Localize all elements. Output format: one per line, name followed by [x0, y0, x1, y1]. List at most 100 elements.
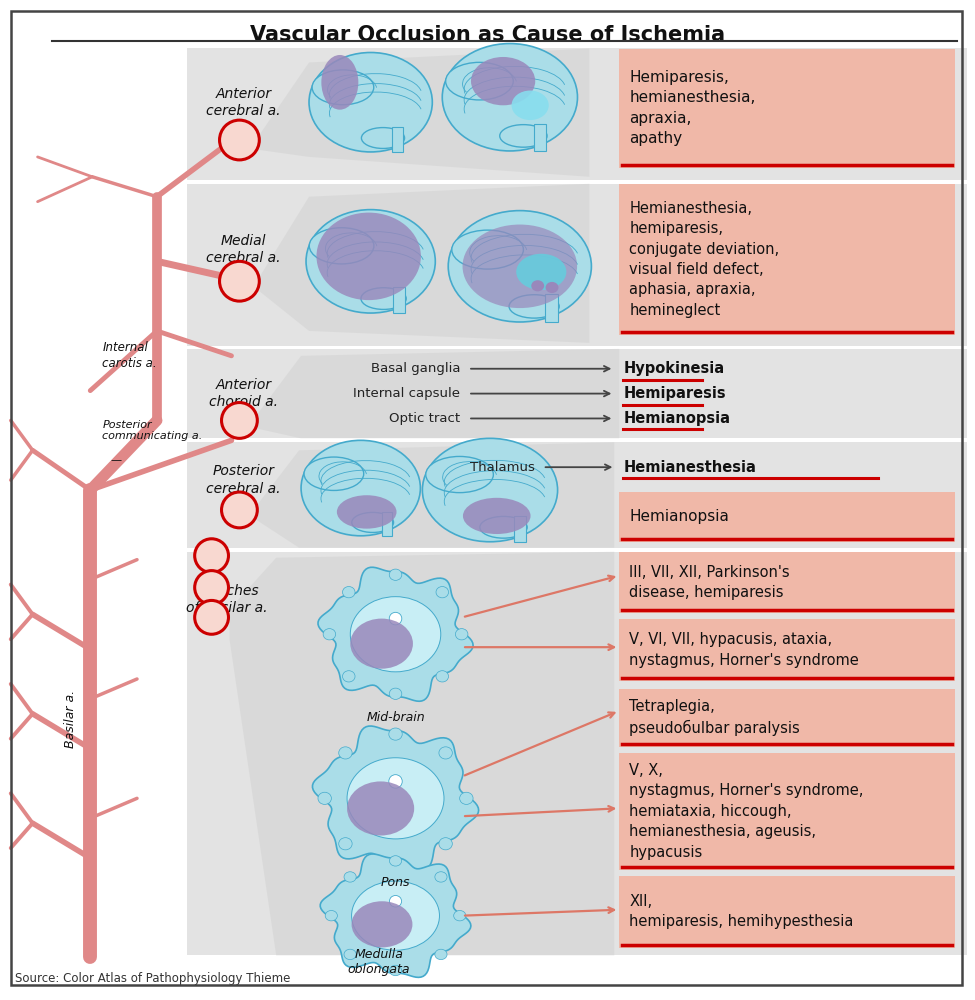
- Ellipse shape: [389, 612, 402, 625]
- Ellipse shape: [512, 91, 549, 120]
- Ellipse shape: [509, 295, 560, 318]
- Bar: [187, 552, 967, 955]
- Polygon shape: [256, 349, 619, 438]
- Text: Hemianesthesia,
hemiparesis,
conjugate deviation,
visual field defect,
aphasia, : Hemianesthesia, hemiparesis, conjugate d…: [629, 201, 779, 318]
- Ellipse shape: [516, 254, 566, 290]
- Circle shape: [195, 539, 228, 573]
- Circle shape: [219, 261, 259, 301]
- Bar: [392, 127, 404, 152]
- FancyBboxPatch shape: [619, 876, 956, 948]
- Ellipse shape: [435, 872, 447, 882]
- Ellipse shape: [500, 125, 547, 147]
- Ellipse shape: [455, 629, 468, 640]
- Ellipse shape: [309, 228, 373, 264]
- Ellipse shape: [451, 230, 524, 269]
- Text: Branches
of basilar a.: Branches of basilar a.: [186, 584, 267, 615]
- Circle shape: [195, 571, 228, 604]
- Text: —: —: [110, 455, 121, 465]
- Text: Thalamus: Thalamus: [470, 461, 534, 474]
- Ellipse shape: [301, 440, 420, 536]
- Text: Anterior
cerebral a.: Anterior cerebral a.: [206, 87, 281, 118]
- Text: Medial
cerebral a.: Medial cerebral a.: [206, 234, 281, 265]
- Text: Vascular Occlusion as Cause of Ischemia: Vascular Occlusion as Cause of Ischemia: [250, 25, 725, 45]
- Text: Internal
carotis a.: Internal carotis a.: [102, 341, 157, 370]
- Ellipse shape: [347, 781, 414, 836]
- Ellipse shape: [443, 44, 577, 151]
- Ellipse shape: [389, 895, 402, 907]
- Ellipse shape: [531, 280, 544, 291]
- Text: Hemianopsia: Hemianopsia: [623, 411, 730, 426]
- Ellipse shape: [462, 225, 577, 308]
- Ellipse shape: [352, 881, 440, 950]
- Text: Hemianopsia: Hemianopsia: [629, 509, 729, 524]
- Ellipse shape: [342, 671, 355, 682]
- Ellipse shape: [347, 758, 444, 839]
- Ellipse shape: [389, 688, 402, 699]
- Ellipse shape: [389, 569, 402, 580]
- Text: Pons: Pons: [381, 876, 410, 889]
- Text: Hemianesthesia: Hemianesthesia: [623, 460, 756, 475]
- Text: Posterior
cerebral a.: Posterior cerebral a.: [206, 464, 281, 496]
- Ellipse shape: [439, 747, 452, 759]
- Ellipse shape: [448, 211, 592, 322]
- FancyBboxPatch shape: [619, 492, 956, 542]
- Bar: [393, 287, 405, 313]
- PathPatch shape: [320, 854, 471, 977]
- Ellipse shape: [312, 70, 373, 105]
- Ellipse shape: [361, 288, 407, 309]
- Text: Basal ganglia: Basal ganglia: [370, 362, 460, 375]
- Text: Optic tract: Optic tract: [389, 412, 460, 425]
- Bar: [187, 442, 967, 548]
- Ellipse shape: [309, 52, 432, 152]
- Ellipse shape: [389, 728, 403, 740]
- Ellipse shape: [389, 775, 403, 788]
- Ellipse shape: [304, 457, 364, 490]
- Circle shape: [221, 492, 257, 528]
- Ellipse shape: [318, 792, 332, 804]
- Ellipse shape: [306, 210, 435, 313]
- Ellipse shape: [422, 438, 558, 542]
- Bar: [545, 294, 558, 322]
- Text: V, X,
nystagmus, Horner's syndrome,
hemiataxia, hiccough,
hemianesthesia, ageusi: V, X, nystagmus, Horner's syndrome, hemi…: [629, 763, 864, 860]
- Text: Mid-brain: Mid-brain: [367, 711, 425, 724]
- Text: Anterior
choroid a.: Anterior choroid a.: [209, 378, 278, 409]
- Text: Hypokinesia: Hypokinesia: [623, 361, 724, 376]
- Bar: [514, 516, 526, 542]
- Text: Medulla
oblongata: Medulla oblongata: [347, 948, 409, 976]
- Text: Hemiparesis: Hemiparesis: [623, 386, 725, 401]
- Text: Tetraplegia,
pseudобulbar paralysis: Tetraplegia, pseudобulbar paralysis: [629, 699, 800, 736]
- PathPatch shape: [313, 726, 479, 871]
- Text: Hemiparesis,
hemianesthesia,
apraxia,
apathy: Hemiparesis, hemianesthesia, apraxia, ap…: [629, 70, 756, 146]
- Circle shape: [195, 600, 228, 634]
- Ellipse shape: [453, 910, 466, 921]
- Ellipse shape: [322, 55, 359, 110]
- Ellipse shape: [350, 619, 413, 669]
- Bar: [533, 124, 546, 151]
- Ellipse shape: [436, 587, 448, 598]
- Ellipse shape: [323, 629, 335, 640]
- Ellipse shape: [338, 747, 352, 759]
- Ellipse shape: [362, 128, 405, 148]
- Bar: [187, 349, 967, 438]
- Ellipse shape: [344, 872, 356, 882]
- FancyBboxPatch shape: [619, 552, 956, 613]
- Ellipse shape: [317, 213, 421, 300]
- Ellipse shape: [436, 671, 448, 682]
- Ellipse shape: [352, 901, 412, 947]
- Polygon shape: [259, 184, 590, 343]
- Circle shape: [219, 120, 259, 160]
- Ellipse shape: [546, 282, 559, 293]
- Ellipse shape: [352, 512, 394, 532]
- Text: Internal capsule: Internal capsule: [353, 387, 460, 400]
- Text: Posterior
communicating a.: Posterior communicating a.: [102, 420, 203, 441]
- Polygon shape: [259, 49, 590, 177]
- Ellipse shape: [426, 456, 493, 493]
- Text: XII,
hemiparesis, hemihypesthesia: XII, hemiparesis, hemihypesthesia: [629, 894, 853, 929]
- Ellipse shape: [389, 856, 403, 869]
- FancyBboxPatch shape: [619, 753, 956, 870]
- Text: Basilar a.: Basilar a.: [64, 690, 77, 748]
- Ellipse shape: [326, 910, 337, 921]
- Ellipse shape: [480, 516, 527, 538]
- Text: III, VII, XII, Parkinson's
disease, hemiparesis: III, VII, XII, Parkinson's disease, hemi…: [629, 565, 790, 600]
- Ellipse shape: [342, 587, 355, 598]
